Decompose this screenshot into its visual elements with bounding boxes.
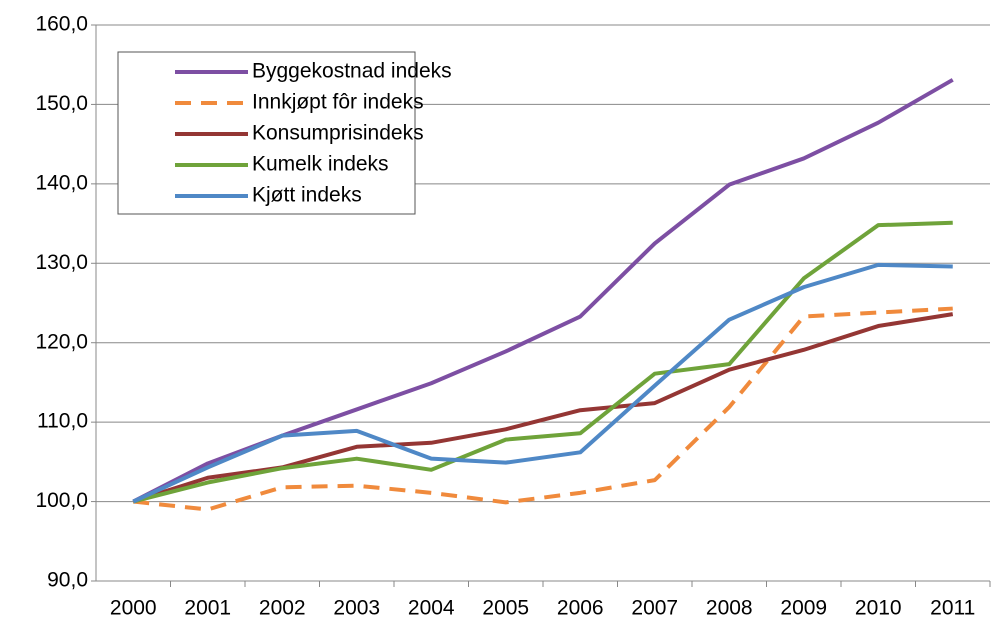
x-tick-label: 2008 <box>706 597 753 620</box>
legend-label: Kjøtt indeks <box>252 184 362 207</box>
y-tick-label: 130,0 <box>35 251 88 274</box>
series-line <box>132 220 953 504</box>
x-tick-label: 2000 <box>110 597 157 620</box>
x-tick-label: 2010 <box>855 597 902 620</box>
x-tick-label: 2009 <box>780 597 827 620</box>
x-tick-label: 2002 <box>259 597 306 620</box>
y-tick-label: 100,0 <box>35 489 88 512</box>
x-tick-label: 2003 <box>333 597 380 620</box>
legend-label: Konsumprisindeks <box>252 122 424 145</box>
series-line <box>133 306 953 512</box>
x-tick-label: 2006 <box>557 597 604 620</box>
series-line <box>132 262 953 504</box>
y-tick-label: 140,0 <box>35 171 88 194</box>
legend-label: Byggekostnad indeks <box>252 60 452 83</box>
y-tick-label: 160,0 <box>35 13 88 36</box>
y-tick-label: 110,0 <box>37 410 88 433</box>
x-tick-label: 2004 <box>408 597 455 620</box>
x-tick-label: 2011 <box>930 597 975 620</box>
y-tick-label: 90,0 <box>47 569 88 592</box>
legend-label: Innkjøpt fôr indeks <box>252 91 424 114</box>
legend-box <box>117 51 416 215</box>
y-tick-label: 120,0 <box>35 330 88 353</box>
y-tick-label: 150,0 <box>35 92 88 115</box>
x-tick-label: 2005 <box>482 597 529 620</box>
legend-label: Kumelk indeks <box>252 153 389 176</box>
x-tick-label: 2007 <box>631 597 678 620</box>
x-tick-label: 2001 <box>184 597 231 620</box>
